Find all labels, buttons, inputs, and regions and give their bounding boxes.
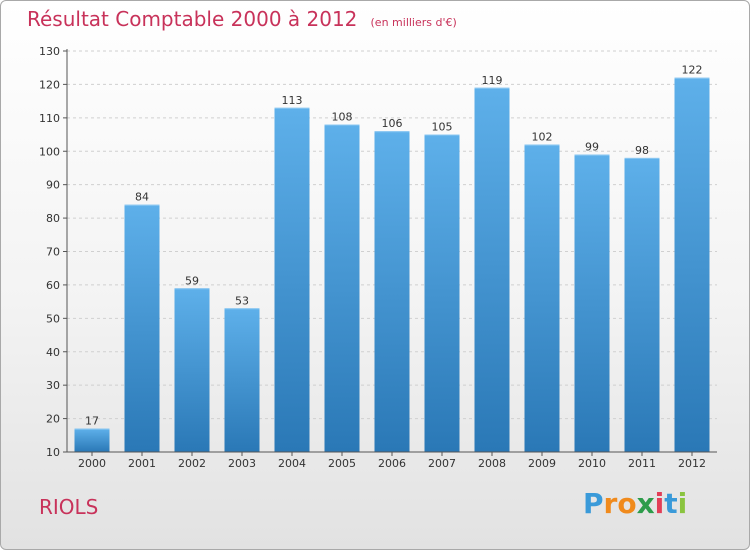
- x-tick-label-2000: 2000: [78, 457, 106, 470]
- y-tick-label: 20: [46, 413, 60, 426]
- value-label-2010: 99: [585, 141, 599, 154]
- y-tick-label: 130: [39, 45, 60, 58]
- bar-2011: [624, 157, 660, 452]
- y-tick-label: 40: [46, 346, 60, 359]
- y-tick-label: 90: [46, 179, 60, 192]
- x-tick-label-2002: 2002: [178, 457, 206, 470]
- y-tick-label: 50: [46, 312, 60, 325]
- y-tick-label: 100: [39, 145, 60, 158]
- value-label-2003: 53: [235, 294, 249, 307]
- y-tick-label: 30: [46, 379, 60, 392]
- x-tick-label-2012: 2012: [678, 457, 706, 470]
- bar-2007: [424, 134, 460, 452]
- x-tick-label-2004: 2004: [278, 457, 306, 470]
- value-label-2009: 102: [532, 131, 553, 144]
- x-tick-label-2005: 2005: [328, 457, 356, 470]
- bar-2006: [374, 131, 410, 452]
- proxiti-logo: Proxiti: [583, 487, 687, 520]
- bar-2009: [524, 144, 560, 453]
- bar-2001: [124, 204, 160, 452]
- bar-2000: [74, 428, 110, 452]
- logo-letter: x: [636, 487, 655, 520]
- bar-2010: [574, 154, 610, 452]
- x-tick-label-2003: 2003: [228, 457, 256, 470]
- value-label-2006: 106: [382, 117, 403, 130]
- x-tick-label-2008: 2008: [478, 457, 506, 470]
- x-tick-label-2007: 2007: [428, 457, 456, 470]
- y-tick-label: 110: [39, 112, 60, 125]
- chart-title: Résultat Comptable 2000 à 2012: [27, 7, 358, 31]
- value-label-2012: 122: [682, 64, 703, 77]
- logo-letter: t: [664, 487, 678, 520]
- value-label-2005: 108: [332, 111, 353, 124]
- x-tick-label-2011: 2011: [628, 457, 656, 470]
- y-tick-label: 60: [46, 279, 60, 292]
- bar-2012: [674, 77, 710, 452]
- value-label-2004: 113: [282, 94, 303, 107]
- y-tick-label: 10: [46, 446, 60, 459]
- commune-name: RIOLS: [39, 495, 99, 519]
- value-label-2011: 98: [635, 144, 649, 157]
- y-tick-label: 80: [46, 212, 60, 225]
- logo-letter: P: [583, 487, 604, 520]
- bar-2003: [224, 308, 260, 452]
- value-label-2000: 17: [85, 415, 99, 428]
- logo-letter: i: [677, 487, 688, 520]
- y-tick-label: 120: [39, 78, 60, 91]
- y-tick-label: 70: [46, 246, 60, 259]
- bars: [74, 77, 710, 453]
- x-tick-label-2009: 2009: [528, 457, 556, 470]
- x-tick-label-2006: 2006: [378, 457, 406, 470]
- value-label-2001: 84: [135, 191, 149, 204]
- logo-letter: o: [617, 487, 637, 520]
- x-tick-label-2001: 2001: [128, 457, 156, 470]
- data-labels: 17 84 59 53 113 108 106 105 119 102 99 98 122: [85, 64, 703, 428]
- x-tick-label-2010: 2010: [578, 457, 606, 470]
- logo-letter: i: [654, 487, 665, 520]
- title-row: Résultat Comptable 2000 à 2012 (en milli…: [27, 7, 457, 31]
- bar-2002: [174, 288, 210, 452]
- value-label-2008: 119: [482, 74, 503, 87]
- value-label-2007: 105: [432, 121, 453, 134]
- logo-letter: r: [603, 487, 618, 520]
- bar-2004: [274, 107, 310, 452]
- axes: 10 20 30 40 50 60 70 80 90 100 110 120 130 2000 2001 20…: [39, 45, 717, 470]
- bar-2005: [324, 124, 360, 453]
- bar-2008: [474, 87, 510, 452]
- chart-subtitle: (en milliers d'€): [370, 16, 457, 29]
- value-label-2002: 59: [185, 274, 199, 287]
